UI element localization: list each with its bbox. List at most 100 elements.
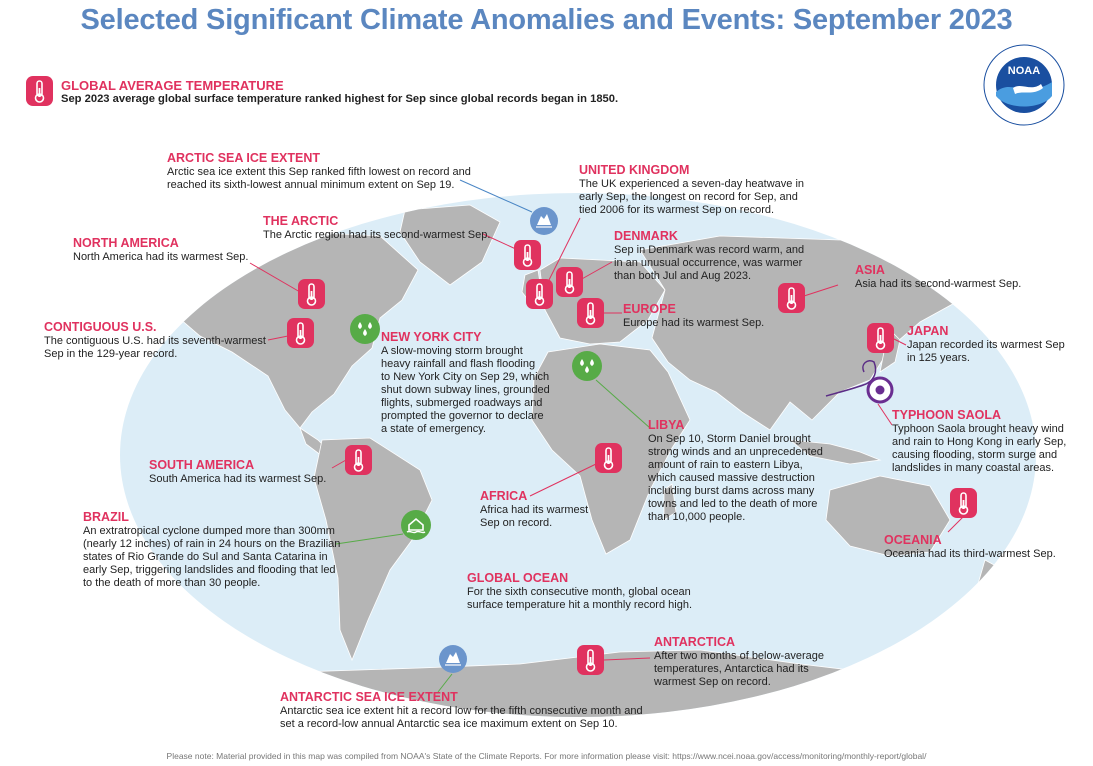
landmass-indonesia [788, 439, 882, 465]
annotation-heading: DENMARK [614, 229, 678, 243]
typhoon-track [825, 360, 877, 397]
annotation-heading: AFRICA [480, 489, 528, 503]
annotation-line: Sep in Denmark was record warm, and [614, 244, 805, 256]
thermometer-icon [526, 279, 553, 309]
thermometer-icon [345, 445, 372, 475]
annotation-line: The contiguous U.S. had its seventh-warm… [44, 335, 266, 347]
annotation-contiguous-us: CONTIGUOUS U.S. The contiguous U.S. had … [44, 320, 266, 361]
annotation-heading: TYPHOON SAOLA [892, 408, 1002, 422]
annotation-line: warmest Sep on record. [654, 676, 771, 688]
landmass-madagascar [663, 483, 677, 521]
annotation-line: For the sixth consecutive month, global … [467, 586, 691, 598]
annotation-line: prompted the governor to declare [381, 410, 544, 422]
annotation-line: than both Jul and Aug 2023. [614, 270, 752, 282]
annotation-line: towns and led to the death of more [648, 498, 818, 510]
annotation-line: landslides in many coastal areas. [892, 462, 1055, 474]
annotation-heading: GLOBAL OCEAN [467, 571, 569, 585]
annotation-line: shut down subway lines, grounded [381, 384, 550, 396]
annotation-heading: EUROPE [623, 302, 676, 316]
annotation-line: North America had its warmest Sep. [73, 251, 249, 263]
annotation-line: Sep in the 129-year record. [44, 348, 178, 360]
annotation-line: and rain to Hong Kong in early Sep, [892, 436, 1067, 448]
annotation-line: After two months of below-average [654, 650, 824, 662]
annotation-line: Arctic sea ice extent this Sep ranked fi… [167, 166, 471, 178]
annotation-line: Typhoon Saola brought heavy wind [892, 423, 1064, 435]
thermometer-icon [577, 645, 604, 675]
annotation-heading: OCEANIA [884, 533, 942, 547]
annotation-line: states of Rio Grande do Sul and Santa Ca… [83, 551, 328, 563]
landmass-greenland [399, 204, 501, 286]
annotation-oceania: OCEANIA Oceania had its third-warmest Se… [884, 533, 1056, 561]
annotation-line: surface temperature hit a monthly record… [467, 599, 693, 611]
annotation-line: early Sep, triggering landslides and flo… [83, 564, 336, 576]
annotation-antarctic-sea-ice: ANTARCTIC SEA ICE EXTENT Antarctic sea i… [280, 690, 643, 731]
annotation-line: causing flooding, storm surge and [892, 449, 1058, 461]
annotation-heading: JAPAN [907, 324, 949, 338]
thermometer-icon [577, 298, 604, 328]
annotation-arctic-sea-ice: ARCTIC SEA ICE EXTENT Arctic sea ice ext… [167, 151, 471, 192]
annotation-line: Oceania had its third-warmest Sep. [884, 548, 1056, 560]
annotation-heading: BRAZIL [83, 510, 129, 524]
annotation-heading: NORTH AMERICA [73, 236, 179, 250]
annotation-libya: LIBYA On Sep 10, Storm Daniel brought st… [648, 418, 823, 524]
thermometer-icon [556, 267, 583, 297]
annotation-line: Sep on record. [480, 517, 553, 529]
annotation-line: set a record-low annual Antarctic sea ic… [280, 718, 618, 730]
annotation-line: (nearly 12 inches) of rain in 24 hours o… [83, 538, 341, 550]
rain-drops-icon [350, 314, 380, 344]
annotation-south-america: SOUTH AMERICA South America had its warm… [149, 458, 326, 486]
annotation-line: in 125 years. [907, 352, 970, 364]
annotation-line: South America had its warmest Sep. [149, 473, 327, 485]
landmass-australia [825, 475, 951, 557]
annotation-line: tied 2006 for its warmest Sep on record. [579, 204, 775, 216]
annotation-typhoon-saola: TYPHOON SAOLA Typhoon Saola brought heav… [892, 408, 1066, 475]
annotation-line: than 10,000 people. [648, 511, 746, 523]
global-temperature-text: Sep 2023 average global surface temperat… [61, 93, 619, 105]
annotation-heading: ANTARCTICA [654, 635, 736, 649]
thermometer-icon [298, 279, 325, 309]
annotation-antarctica: ANTARCTICA After two months of below-ave… [654, 635, 824, 689]
thermometer-icon [950, 488, 977, 518]
annotation-line: On Sep 10, Storm Daniel brought [648, 433, 811, 445]
annotation-new-york-city: NEW YORK CITY A slow-moving storm brough… [381, 330, 550, 436]
thermometer-icon [595, 443, 622, 473]
annotation-africa: AFRICA Africa had its warmest Sep on rec… [480, 489, 588, 530]
annotation-japan: JAPAN Japan recorded its warmest Sep in … [907, 324, 1065, 365]
thermometer-icon [287, 318, 314, 348]
global-temperature-note: GLOBAL AVERAGE TEMPERATURE Sep 2023 aver… [61, 78, 618, 106]
iceberg-icon [439, 645, 467, 673]
annotation-line: Africa had its warmest [480, 504, 589, 516]
annotation-line: The Arctic region had its second-warmest… [263, 229, 491, 241]
annotation-line: a state of emergency. [381, 423, 486, 435]
annotation-global-ocean: GLOBAL OCEAN For the sixth consecutive m… [467, 571, 692, 612]
annotation-heading: SOUTH AMERICA [149, 458, 255, 472]
annotation-line: to the death of more than 30 people. [83, 577, 261, 589]
annotation-line: temperatures, Antarctica had its [654, 663, 809, 675]
landmass-south-america [313, 437, 433, 662]
annotation-line: in an unusual occurrence, was warmer [614, 257, 803, 269]
thermometer-icon [26, 76, 53, 106]
annotation-line: Antarctic sea ice extent hit a record lo… [280, 705, 643, 717]
thermometer-icon [778, 283, 805, 313]
noaa-logo: NOAA [983, 44, 1065, 126]
annotation-line: early Sep, the longest on record for Sep… [579, 191, 798, 203]
annotation-line: reached its sixth-lowest annual minimum … [167, 179, 455, 191]
annotation-heading: UNITED KINGDOM [579, 163, 690, 177]
annotation-heading: CONTIGUOUS U.S. [44, 320, 157, 334]
annotation-line: heavy rainfall and flash flooding [381, 358, 536, 370]
annotation-line: The UK experienced a seven-day heatwave … [579, 178, 805, 190]
logo-text: NOAA [1008, 65, 1040, 77]
annotation-united-kingdom: UNITED KINGDOM The UK experienced a seve… [579, 163, 804, 217]
annotation-heading: THE ARCTIC [263, 214, 339, 228]
annotation-north-america: NORTH AMERICA North America had its warm… [73, 236, 248, 264]
rain-drops-icon [572, 351, 602, 381]
annotation-heading: ARCTIC SEA ICE EXTENT [167, 151, 321, 165]
annotation-heading: LIBYA [648, 418, 685, 432]
annotation-asia: ASIA Asia had its second-warmest Sep. [855, 263, 1021, 291]
global-temperature-heading: GLOBAL AVERAGE TEMPERATURE [61, 78, 284, 93]
flooded-house-icon [401, 510, 431, 540]
annotation-line: Asia had its second-warmest Sep. [855, 278, 1022, 290]
annotation-europe: EUROPE Europe had its warmest Sep. [623, 302, 764, 330]
annotation-line: to New York City on Sep 29, which [381, 371, 550, 383]
iceberg-icon [530, 207, 558, 235]
